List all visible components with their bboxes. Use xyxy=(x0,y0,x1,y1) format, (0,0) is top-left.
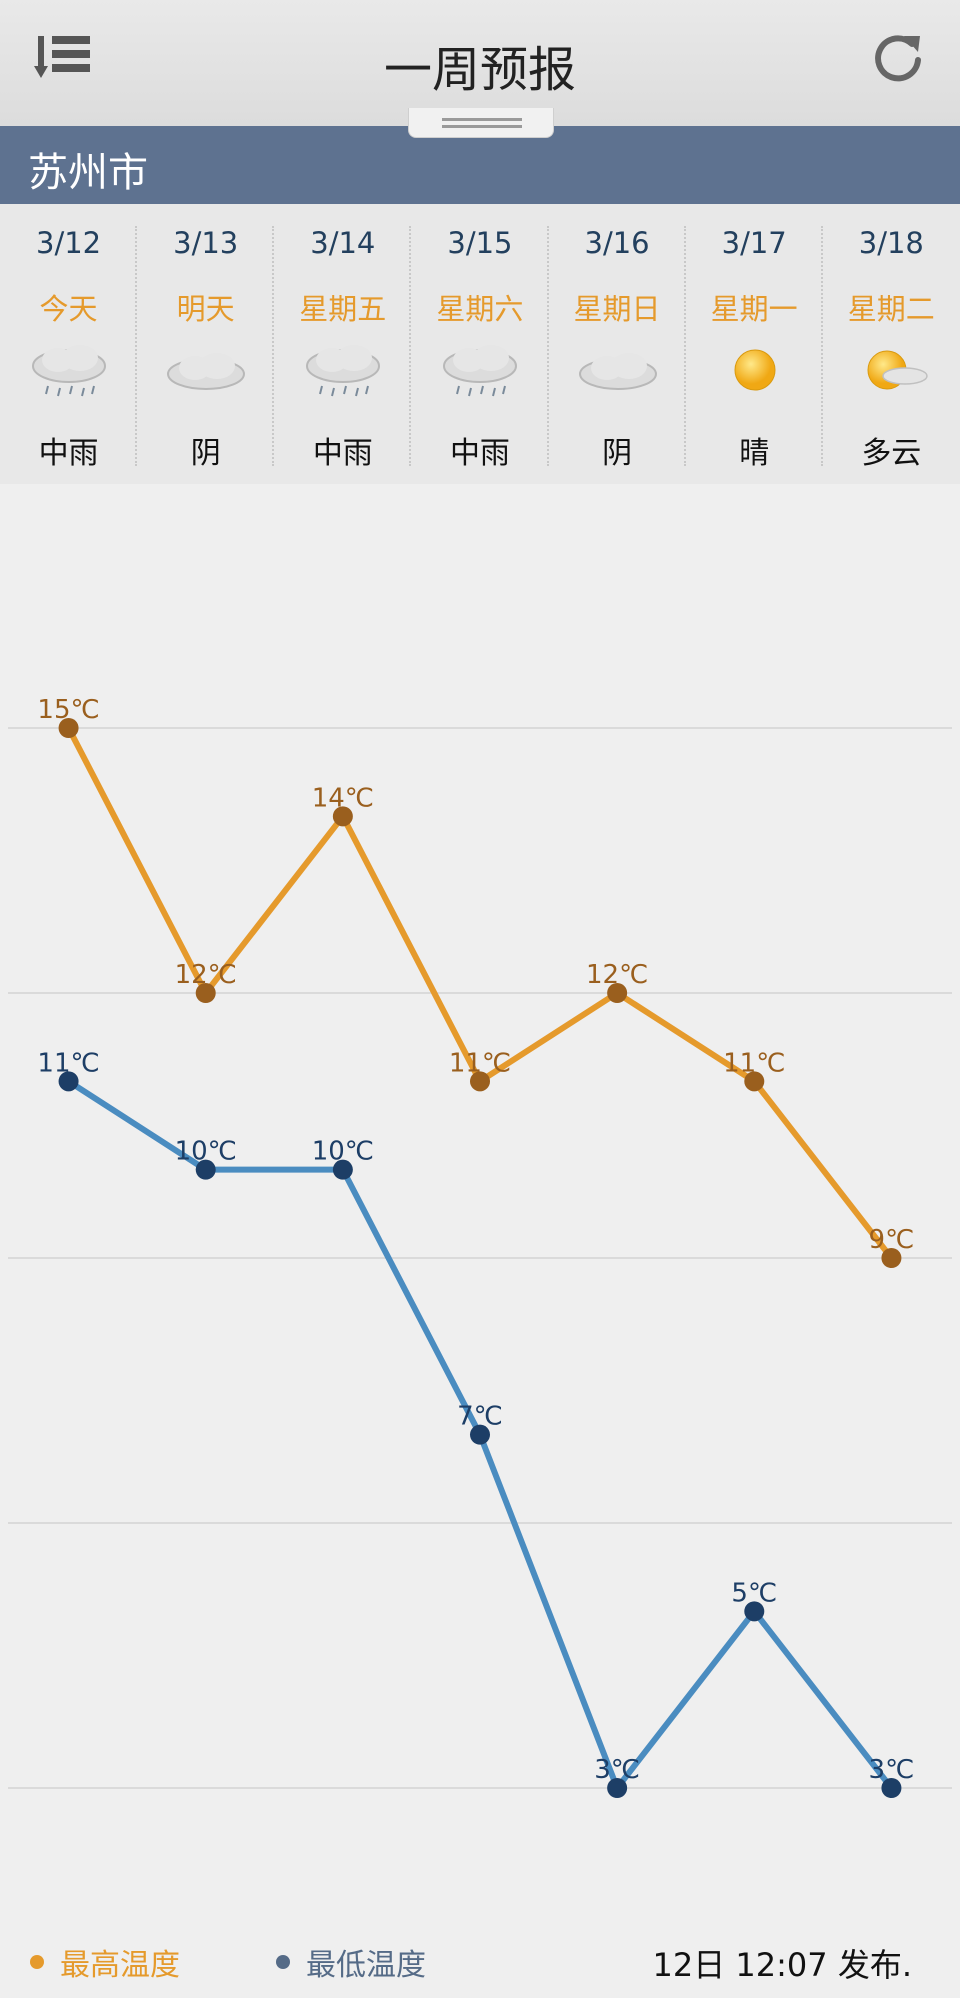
day-date: 3/12 xyxy=(36,226,102,260)
cloud-icon xyxy=(573,338,663,408)
rain-cloud-icon xyxy=(435,338,525,408)
day-date: 3/18 xyxy=(858,226,924,260)
day-condition: 多云 xyxy=(861,436,922,471)
high-temp-point xyxy=(607,983,628,1003)
footer: 最高温度 最低温度 12日 12:07 发布. xyxy=(0,1940,960,1998)
high-temp-label: 12℃ xyxy=(586,960,648,990)
day-weekday: 星期日 xyxy=(573,292,661,326)
high-temp-point xyxy=(195,983,216,1003)
high-temp-label: 9℃ xyxy=(869,1225,915,1255)
day-column[interactable]: 3/17 星期一 晴 xyxy=(686,204,823,484)
rain-cloud-icon xyxy=(298,338,388,408)
day-condition: 晴 xyxy=(739,436,770,471)
low-temp-label: 10℃ xyxy=(175,1137,237,1167)
day-weekday: 星期二 xyxy=(847,292,935,326)
low-temp-point xyxy=(881,1778,902,1798)
day-strip: 3/12 今天 中雨 3/13 明天 阴 3/14 星期五 xyxy=(0,204,960,484)
legend-high-label: 最高温度 xyxy=(60,1948,180,1983)
low-temp-point xyxy=(744,1601,765,1622)
day-condition: 阴 xyxy=(190,436,221,471)
day-column[interactable]: 3/18 星期二 多云 xyxy=(823,204,960,484)
day-date: 3/17 xyxy=(721,226,787,260)
page-title: 一周预报 xyxy=(383,42,576,98)
day-date: 3/13 xyxy=(173,226,239,260)
cloud-icon xyxy=(161,338,251,408)
city-bar: 苏州市 xyxy=(0,126,960,204)
high-temp-point xyxy=(58,718,79,738)
city-name: 苏州市 xyxy=(28,150,148,196)
sun-icon xyxy=(710,338,800,408)
day-condition: 中雨 xyxy=(449,436,510,471)
day-weekday: 星期六 xyxy=(436,292,524,326)
high-temp-point xyxy=(470,1071,490,1092)
day-condition: 中雨 xyxy=(38,436,99,471)
legend-high: 最高温度 xyxy=(30,1940,180,1984)
high-temp-point xyxy=(332,806,353,827)
sort-list-icon[interactable] xyxy=(32,28,102,88)
publish-time: 12日 12:07 发布. xyxy=(652,1946,912,1984)
rain-cloud-icon xyxy=(24,338,114,408)
legend-high-dot xyxy=(30,1955,44,1969)
pull-handle[interactable] xyxy=(408,108,554,138)
day-weekday: 星期一 xyxy=(710,292,798,326)
low-temp-label: 5℃ xyxy=(731,1578,777,1608)
legend-low: 最低温度 xyxy=(276,1940,426,1984)
high-temp-label: 14℃ xyxy=(312,783,374,813)
high-temp-label: 12℃ xyxy=(175,960,237,990)
day-column[interactable]: 3/15 星期六 中雨 xyxy=(411,204,549,484)
low-temp-label: 11℃ xyxy=(37,1048,99,1078)
low-temp-point xyxy=(58,1071,79,1092)
day-column[interactable]: 3/12 今天 中雨 xyxy=(0,204,138,484)
high-temp-label: 11℃ xyxy=(723,1048,785,1078)
high-temp-point xyxy=(881,1248,902,1268)
low-temp-point xyxy=(607,1778,628,1798)
day-weekday: 星期五 xyxy=(299,292,387,326)
day-column[interactable]: 3/16 星期日 阴 xyxy=(549,204,686,484)
temperature-chart: 15℃ 12℃ 14℃ 11℃ 12℃ 11℃ 9℃ 11℃ 10℃ 10℃ 7℃ 3℃ 5℃ 3℃ xyxy=(0,484,960,1914)
day-date: 3/16 xyxy=(584,226,650,260)
sun-cloud-icon xyxy=(847,338,937,408)
low-temp-label: 3℃ xyxy=(869,1755,915,1785)
day-condition: 阴 xyxy=(602,436,633,471)
day-weekday: 明天 xyxy=(176,292,235,326)
day-column[interactable]: 3/14 星期五 中雨 xyxy=(274,204,412,484)
low-temp-label: 7℃ xyxy=(457,1402,503,1432)
high-temp-point xyxy=(744,1071,765,1092)
low-temp-point xyxy=(332,1159,353,1180)
day-column[interactable]: 3/13 明天 阴 xyxy=(137,204,275,484)
day-date: 3/14 xyxy=(310,226,376,260)
low-temp-label: 3℃ xyxy=(594,1755,640,1785)
day-condition: 中雨 xyxy=(312,436,373,471)
low-temp-label: 10℃ xyxy=(312,1137,374,1167)
low-temp-point xyxy=(470,1424,490,1445)
day-date: 3/15 xyxy=(447,226,513,260)
legend-low-dot xyxy=(276,1955,290,1969)
day-weekday: 今天 xyxy=(39,292,98,326)
high-temp-label: 15℃ xyxy=(37,695,99,725)
high-temp-label: 11℃ xyxy=(449,1048,511,1078)
refresh-icon[interactable] xyxy=(868,28,928,88)
app-header: 一周预报 xyxy=(0,0,960,126)
legend-low-label: 最低温度 xyxy=(306,1948,426,1983)
low-temp-point xyxy=(195,1159,216,1180)
